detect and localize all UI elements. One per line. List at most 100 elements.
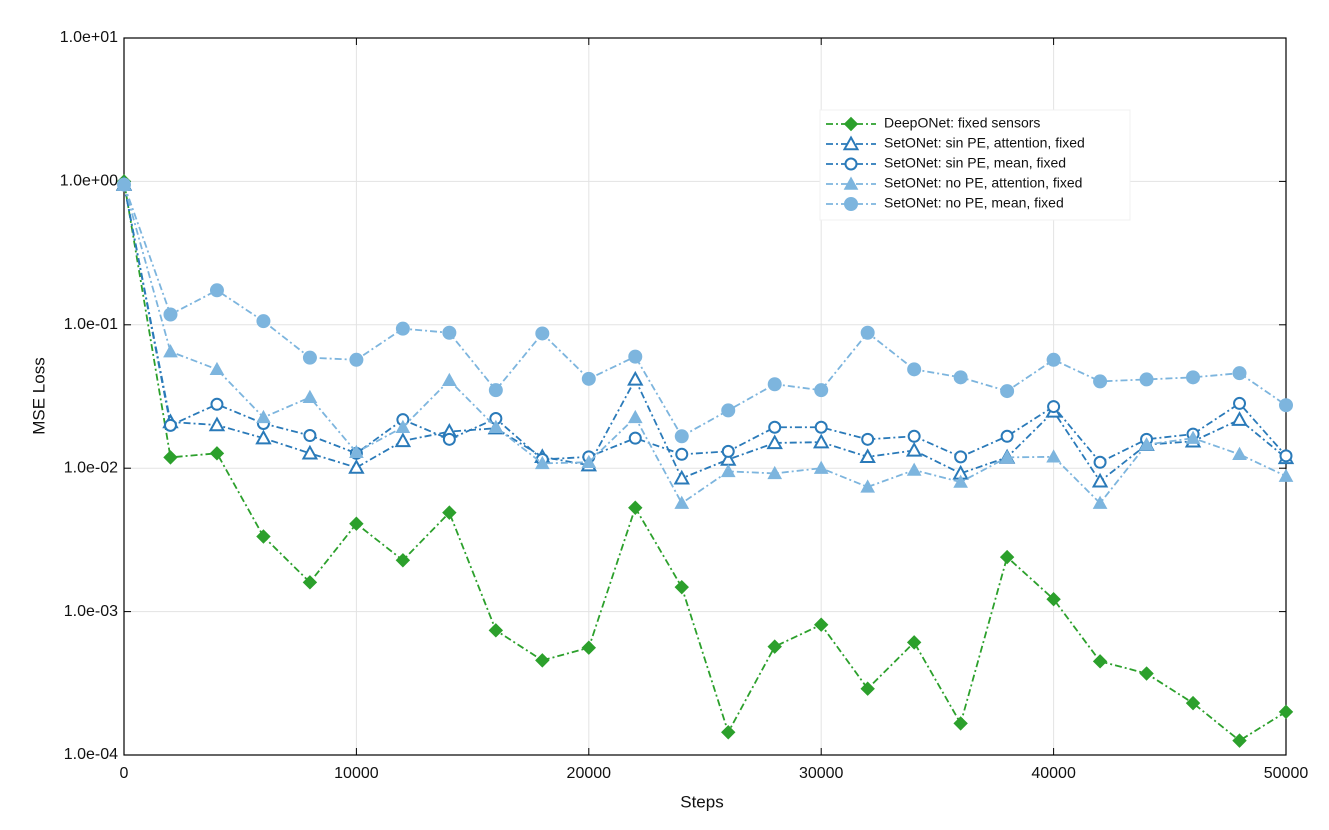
series-line [123, 184, 1287, 505]
y-axis-label: MSE Loss [29, 357, 48, 434]
marker [907, 429, 921, 443]
legend-label: SetONet: sin PE, mean, fixed [884, 155, 1066, 171]
marker [301, 444, 319, 460]
x-tick-label: 10000 [334, 765, 379, 782]
marker [209, 283, 224, 298]
x-tick-label: 20000 [567, 765, 612, 782]
marker [1092, 654, 1108, 669]
marker [1231, 411, 1248, 426]
marker [628, 500, 643, 515]
x-tick-label: 30000 [799, 765, 844, 782]
marker [117, 177, 131, 192]
marker [721, 444, 735, 458]
marker [627, 409, 643, 424]
marker [861, 432, 875, 446]
marker [302, 575, 318, 590]
marker [813, 433, 830, 449]
marker [860, 681, 875, 696]
marker [208, 416, 226, 432]
marker [163, 450, 178, 465]
marker [1232, 446, 1247, 461]
series-line [123, 181, 1287, 742]
marker [767, 639, 782, 654]
marker [1047, 400, 1061, 414]
marker [395, 321, 410, 336]
marker [844, 197, 858, 211]
marker [1232, 733, 1247, 748]
marker [163, 418, 177, 432]
y-tick-label: 1.0e-01 [64, 316, 118, 333]
marker [535, 326, 550, 341]
marker [209, 361, 225, 376]
marker [1139, 666, 1154, 681]
marker [395, 419, 411, 433]
marker [302, 350, 317, 365]
y-tick-label: 1.0e-02 [64, 459, 118, 476]
marker [488, 383, 503, 398]
y-tick-label: 1.0e+00 [60, 173, 118, 190]
marker [767, 465, 783, 480]
marker [163, 307, 178, 322]
marker [842, 135, 860, 151]
marker [953, 716, 968, 731]
marker [675, 447, 689, 461]
marker [627, 370, 644, 386]
marker [674, 495, 690, 509]
y-tick-label: 1.0e+01 [60, 29, 118, 46]
marker [1093, 374, 1108, 389]
x-axis-label: Steps [680, 792, 723, 811]
legend: DeepONet: fixed sensors SetONet: sin PE, … [819, 109, 1131, 221]
marker [999, 449, 1015, 464]
plot-frame [123, 37, 1287, 756]
marker [999, 549, 1015, 565]
marker [1091, 472, 1109, 488]
x-tick-label: 50000 [1264, 765, 1309, 782]
marker [395, 553, 411, 568]
marker [906, 635, 922, 650]
marker [581, 371, 596, 386]
marker [1185, 695, 1201, 711]
marker [1000, 384, 1015, 399]
marker [163, 344, 178, 358]
marker [1186, 370, 1201, 385]
marker [210, 397, 224, 411]
marker [906, 462, 922, 476]
marker [1279, 398, 1293, 413]
marker [488, 623, 504, 638]
marker [628, 431, 642, 445]
series-line [123, 184, 1287, 438]
marker [1185, 430, 1201, 444]
marker [768, 420, 782, 434]
x-tick-label: 0 [120, 765, 129, 782]
marker [1046, 449, 1061, 463]
marker [843, 176, 859, 190]
marker [954, 450, 968, 464]
marker [860, 325, 875, 340]
marker [442, 432, 456, 446]
legend-label: SetONet: no PE, attention, fixed [884, 175, 1082, 191]
marker [394, 432, 412, 448]
marker [442, 372, 457, 387]
marker [813, 460, 829, 474]
marker [349, 352, 364, 367]
legend-label: SetONet: sin PE, attention, fixed [884, 135, 1085, 151]
marker [349, 516, 364, 531]
marker [1000, 429, 1014, 443]
marker [442, 505, 457, 520]
marker [349, 444, 364, 459]
marker [1232, 366, 1247, 381]
marker [905, 441, 923, 457]
marker [1278, 704, 1294, 720]
marker [255, 429, 272, 445]
marker [813, 617, 829, 632]
y-tick-label: 1.0e-04 [64, 746, 118, 763]
marker [859, 448, 876, 464]
series-line [123, 184, 1287, 483]
marker [256, 409, 271, 424]
marker [673, 469, 690, 485]
marker [721, 725, 736, 740]
marker [814, 420, 828, 434]
marker [844, 157, 858, 171]
marker [843, 116, 859, 132]
